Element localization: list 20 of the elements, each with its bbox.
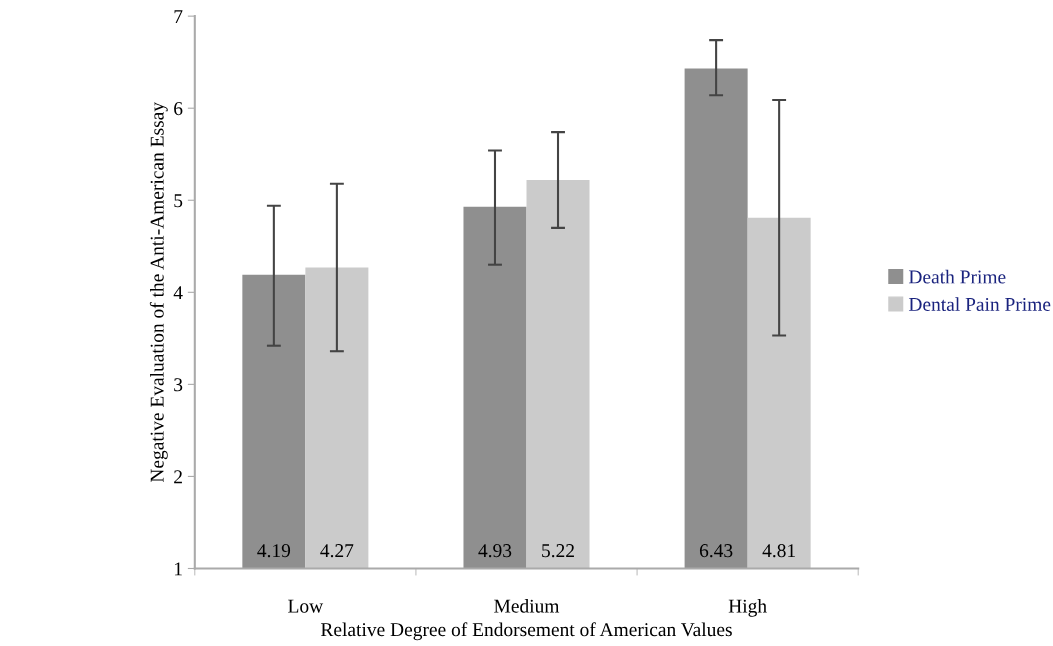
y-tick-label: 6 xyxy=(174,102,183,116)
legend-label: Dental Pain Prime xyxy=(908,297,1051,311)
y-tick-label: 5 xyxy=(174,194,183,208)
x-tick-label: Medium xyxy=(494,599,560,613)
y-tick-label: 7 xyxy=(174,10,183,23)
x-tick-label: High xyxy=(728,599,767,617)
data-label: 6.43 xyxy=(699,544,733,558)
data-label: 4.27 xyxy=(320,544,354,558)
legend-label: Death Prime xyxy=(908,269,1006,284)
x-axis-title: Relative Degree of Endorsement of American Values xyxy=(320,622,732,641)
y-tick-label: 2 xyxy=(174,470,182,484)
x-tick-label: Low xyxy=(288,599,324,613)
data-label: 4.93 xyxy=(478,544,512,558)
y-tick-label: 3 xyxy=(174,378,183,392)
data-label: 5.22 xyxy=(542,544,574,558)
y-axis-title: Negative Evaluation of the Anti-American Essay xyxy=(149,102,168,483)
y-tick-label: 1 xyxy=(174,562,182,576)
data-label: 4.81 xyxy=(762,544,795,558)
data-label: 4.19 xyxy=(257,544,291,558)
y-tick-label: 4 xyxy=(173,286,183,300)
